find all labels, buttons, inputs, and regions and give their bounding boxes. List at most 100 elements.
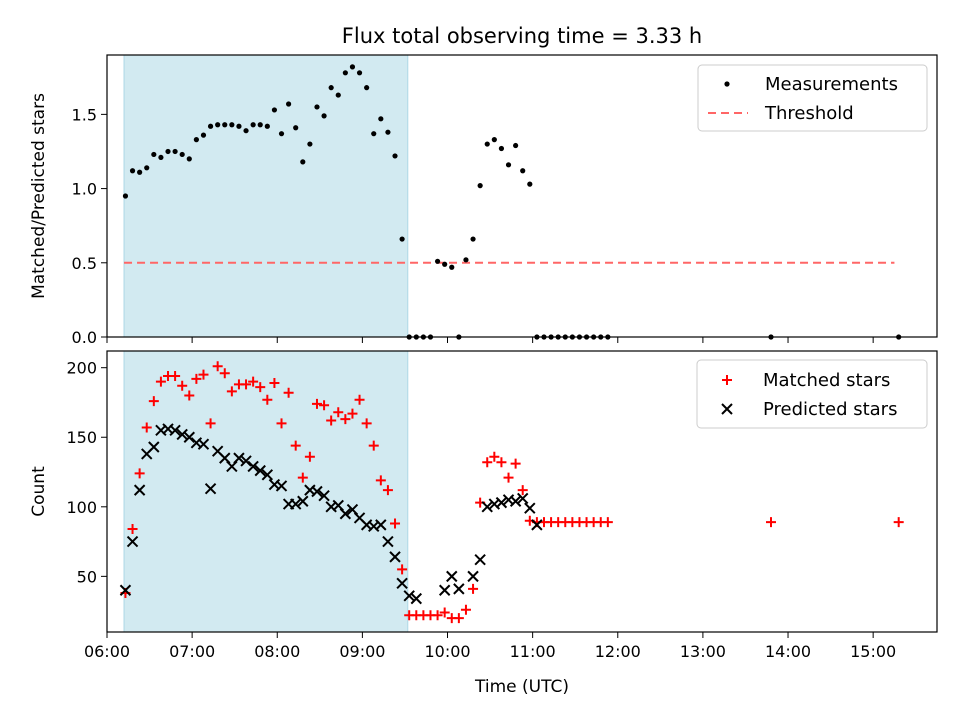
- predicted-star-point: [375, 519, 387, 531]
- matched-star-point: [354, 394, 365, 405]
- matched-star-point: [460, 604, 471, 615]
- legend-label-matched: Matched stars: [763, 370, 890, 391]
- matched-star-point: [205, 418, 216, 429]
- measurement-point: [356, 70, 363, 76]
- y-tick-label: 1.5: [72, 105, 97, 124]
- predicted-star-point: [403, 590, 415, 602]
- measurement-point: [527, 181, 533, 187]
- measurement-point: [477, 183, 483, 189]
- y-tick-label: 0.5: [72, 254, 97, 273]
- x-tick-label: 09:00: [339, 642, 385, 661]
- matched-star-point: [397, 564, 408, 575]
- matched-star-point: [489, 451, 500, 462]
- y-tick-label: 100: [66, 498, 97, 517]
- measurement-point: [243, 128, 249, 134]
- measurement-point: [371, 131, 377, 137]
- measurement-point: [328, 85, 334, 91]
- predicted-star-point: [517, 492, 529, 505]
- measurement-point: [378, 116, 384, 122]
- matched-star-point: [170, 371, 181, 382]
- predicted-star-point: [183, 431, 195, 443]
- matched-star-point: [283, 387, 294, 398]
- matched-star-point: [347, 408, 358, 419]
- matched-star-point: [276, 418, 287, 429]
- legend-marker-measurements: [724, 81, 730, 87]
- predicted-star-point: [509, 495, 522, 507]
- measurement-point: [385, 129, 391, 135]
- predicted-star-point: [197, 438, 210, 450]
- matched-star-point: [304, 451, 315, 462]
- x-tick-label: 10:00: [424, 642, 470, 661]
- predicted-star-point: [382, 535, 394, 548]
- predicted-star-point: [311, 485, 323, 498]
- predicted-star-point: [410, 592, 423, 605]
- x-tick-label: 13:00: [680, 642, 726, 661]
- predicted-star-point: [438, 584, 451, 596]
- measurement-point: [271, 107, 278, 113]
- predicted-star-point: [524, 502, 536, 514]
- matched-star-point: [241, 379, 252, 390]
- measurement-point: [172, 148, 178, 155]
- matched-star-point: [141, 422, 152, 433]
- predicted-star-point: [339, 508, 352, 520]
- matched-star-point: [340, 414, 351, 425]
- predicted-star-point: [204, 483, 217, 495]
- measurement-point: [200, 132, 207, 138]
- measurement-point: [151, 151, 157, 158]
- measurement-point: [257, 122, 263, 128]
- matched-star-point: [198, 369, 209, 380]
- predicted-star-point: [297, 495, 309, 507]
- measurement-point: [520, 168, 526, 174]
- x-tick-label: 15:00: [850, 642, 896, 661]
- predicted-star-point: [474, 553, 486, 566]
- measurement-point: [236, 123, 242, 129]
- predicted-star-point: [133, 484, 146, 496]
- matched-star-point: [297, 472, 308, 483]
- matched-star-point: [269, 377, 280, 388]
- legend-marker-matched: [722, 375, 732, 385]
- matched-star-point: [333, 407, 344, 418]
- predicted-star-point: [389, 551, 401, 563]
- matched-star-point: [390, 518, 401, 529]
- bottom-legend: Matched stars Predicted stars: [696, 359, 928, 429]
- matched-star-point: [517, 485, 528, 496]
- matched-star-point: [382, 485, 393, 496]
- predicted-star-point: [289, 498, 302, 510]
- measurement-point: [278, 131, 285, 137]
- measurement-point: [307, 141, 313, 147]
- legend-frame: [697, 64, 928, 132]
- matched-star-point: [482, 457, 493, 468]
- matched-star-point: [361, 418, 372, 429]
- predicted-star-point: [481, 501, 493, 513]
- x-tick-label: 08:00: [254, 642, 300, 661]
- measurement-point: [463, 257, 469, 263]
- legend-frame: [696, 359, 928, 429]
- matched-star-point: [219, 368, 230, 379]
- measurement-point: [137, 169, 143, 175]
- y-tick-label: 1.0: [72, 180, 97, 199]
- measurement-point: [335, 92, 341, 98]
- predicted-star-point: [467, 570, 479, 583]
- measurement-point: [342, 70, 348, 76]
- matched-star-point: [326, 415, 337, 426]
- measurement-point: [392, 153, 398, 159]
- predicted-star-point: [318, 489, 330, 502]
- matched-star-point: [226, 386, 237, 397]
- measurement-point: [505, 162, 512, 168]
- measurement-point: [513, 142, 519, 149]
- measurement-point: [399, 236, 405, 242]
- measurement-point: [484, 141, 490, 147]
- predicted-star-point: [446, 570, 458, 583]
- measurement-point: [193, 137, 199, 143]
- predicted-star-point: [396, 577, 408, 590]
- matched-star-point: [893, 517, 904, 528]
- matched-star-point: [510, 458, 521, 469]
- measurement-point: [321, 113, 327, 119]
- matched-star-point: [311, 398, 322, 409]
- matched-star-point: [177, 380, 188, 391]
- matched-star-point: [496, 457, 507, 468]
- measurement-point: [498, 145, 505, 152]
- predicted-star-point: [531, 519, 543, 531]
- matched-star-point: [148, 396, 159, 407]
